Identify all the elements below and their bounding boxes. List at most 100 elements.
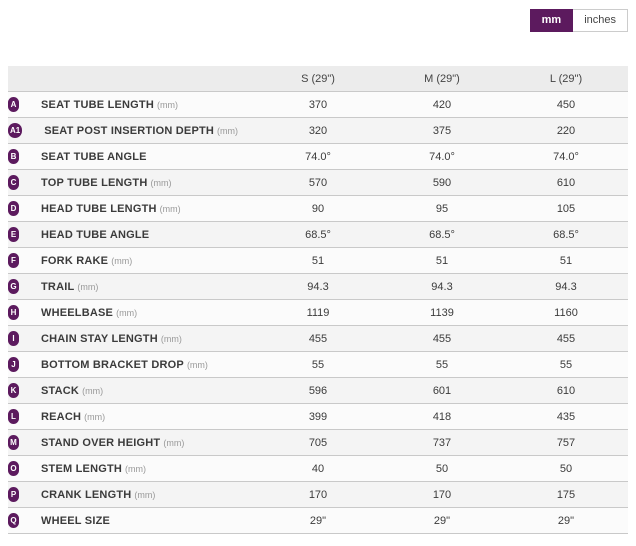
measurement-value: 50: [380, 455, 504, 482]
measurement-unit: (mm): [157, 99, 178, 110]
measurement-value: 74.0°: [380, 143, 504, 170]
geometry-row: E HEAD TUBE ANGLE 68.5° 68.5° 68.5°: [8, 221, 628, 248]
measurement-label-cell: A1 SEAT POST INSERTION DEPTH (mm): [8, 117, 256, 144]
measurement-value: 455: [256, 325, 380, 352]
measurement-label-cell: P CRANK LENGTH (mm): [8, 481, 256, 508]
measurement-value: 1139: [380, 299, 504, 326]
measurement-value: 55: [504, 351, 628, 378]
measurement-label: STACK: [41, 384, 80, 397]
measurement-value: 570: [256, 169, 380, 196]
measurement-unit: (mm): [186, 359, 208, 370]
measurement-value: 420: [380, 91, 504, 118]
unit-toggle: mm inches: [529, 9, 628, 32]
measurement-badge: P: [8, 487, 19, 502]
measurement-label: REACH: [41, 410, 82, 423]
measurement-value: 51: [256, 247, 380, 274]
geometry-table: S (29") M (29") L (29") A SEAT TUBE LENGT…: [8, 66, 628, 534]
measurement-value: 55: [256, 351, 380, 378]
measurement-label: SEAT TUBE ANGLE: [41, 150, 147, 163]
measurement-label-cell: Q WHEEL SIZE: [8, 507, 256, 534]
measurement-label-cell: O STEM LENGTH (mm): [8, 455, 256, 482]
size-header-row: S (29") M (29") L (29"): [8, 66, 628, 92]
measurement-label: WHEELBASE: [41, 306, 114, 319]
measurement-label-cell: E HEAD TUBE ANGLE: [8, 221, 256, 248]
measurement-value: 596: [256, 377, 380, 404]
measurement-badge: C: [8, 175, 19, 190]
measurement-value: 1119: [256, 299, 380, 326]
geometry-row: K STACK (mm) 596 601 610: [8, 377, 628, 404]
measurement-label: TRAIL: [41, 280, 75, 293]
measurement-label-cell: L REACH (mm): [8, 403, 256, 430]
measurement-label-cell: J BOTTOM BRACKET DROP (mm): [8, 351, 256, 378]
geometry-row: G TRAIL (mm) 94.3 94.3 94.3: [8, 273, 628, 300]
header-size-s: S (29"): [256, 66, 380, 92]
measurement-value: 68.5°: [380, 221, 504, 248]
measurement-value: 170: [380, 481, 504, 508]
measurement-value: 50: [504, 455, 628, 482]
unit-inches-button[interactable]: inches: [573, 9, 628, 32]
measurement-unit: (mm): [160, 333, 182, 344]
measurement-value: 737: [380, 429, 504, 456]
geometry-row: J BOTTOM BRACKET DROP (mm) 55 55 55: [8, 351, 628, 378]
geometry-row: P CRANK LENGTH (mm) 170 170 175: [8, 481, 628, 508]
measurement-value: 705: [256, 429, 380, 456]
measurement-badge: A: [8, 97, 19, 112]
measurement-value: 610: [504, 169, 628, 196]
measurement-label: BOTTOM BRACKET DROP: [41, 358, 184, 371]
measurement-label-cell: H WHEELBASE (mm): [8, 299, 256, 326]
measurement-label: FORK RAKE: [41, 254, 109, 267]
measurement-value: 68.5°: [256, 221, 380, 248]
measurement-unit: (mm): [134, 489, 156, 500]
measurement-value: 320: [256, 117, 380, 144]
measurement-value: 51: [380, 247, 504, 274]
geometry-row: D HEAD TUBE LENGTH (mm) 90 95 105: [8, 195, 628, 222]
unit-mm-button[interactable]: mm: [529, 9, 574, 32]
measurement-badge: O: [8, 461, 19, 476]
measurement-badge: F: [8, 253, 19, 268]
measurement-badge: B: [8, 149, 19, 164]
measurement-value: 601: [380, 377, 504, 404]
measurement-label-cell: B SEAT TUBE ANGLE: [8, 143, 256, 170]
measurement-value: 29": [256, 507, 380, 534]
geometry-row: Q WHEEL SIZE 29" 29" 29": [8, 507, 628, 534]
measurement-value: 1160: [504, 299, 628, 326]
measurement-value: 435: [504, 403, 628, 430]
measurement-badge: M: [8, 435, 19, 450]
header-empty-cell: [8, 66, 256, 92]
measurement-label: SEAT TUBE LENGTH: [41, 98, 154, 111]
measurement-unit: (mm): [84, 411, 106, 422]
geometry-row: L REACH (mm) 399 418 435: [8, 403, 628, 430]
measurement-unit: (mm): [163, 437, 185, 448]
measurement-value: 220: [504, 117, 628, 144]
measurement-value: 94.3: [256, 273, 380, 300]
measurement-label: CRANK LENGTH: [41, 488, 132, 501]
geometry-row: O STEM LENGTH (mm) 40 50 50: [8, 455, 628, 482]
measurement-label-cell: C TOP TUBE LENGTH (mm): [8, 169, 256, 196]
measurement-label: WHEEL SIZE: [41, 514, 111, 527]
measurement-value: 90: [256, 195, 380, 222]
measurement-label-cell: G TRAIL (mm): [8, 273, 256, 300]
measurement-label-cell: M STAND OVER HEIGHT (mm): [8, 429, 256, 456]
measurement-unit: (mm): [77, 281, 99, 292]
measurement-label-cell: F FORK RAKE (mm): [8, 247, 256, 274]
measurement-value: 455: [380, 325, 504, 352]
measurement-value: 105: [504, 195, 628, 222]
measurement-badge: E: [8, 227, 19, 242]
measurement-label: HEAD TUBE ANGLE: [41, 228, 150, 241]
measurement-label-cell: K STACK (mm): [8, 377, 256, 404]
measurement-badge: A1: [8, 123, 23, 138]
measurement-label: STAND OVER HEIGHT: [41, 436, 161, 449]
measurement-label: STEM LENGTH: [41, 462, 123, 475]
measurement-value: 175: [504, 481, 628, 508]
measurement-unit: (mm): [125, 463, 147, 474]
measurement-badge: G: [8, 279, 19, 294]
measurement-value: 29": [504, 507, 628, 534]
measurement-label-cell: D HEAD TUBE LENGTH (mm): [8, 195, 256, 222]
measurement-badge: J: [8, 357, 19, 372]
measurement-label: TOP TUBE LENGTH: [41, 176, 148, 189]
geometry-row: C TOP TUBE LENGTH (mm) 570 590 610: [8, 169, 628, 196]
measurement-label: SEAT POST INSERTION DEPTH: [44, 124, 215, 137]
measurement-value: 94.3: [380, 273, 504, 300]
header-size-l: L (29"): [504, 66, 628, 92]
measurement-value: 74.0°: [256, 143, 380, 170]
